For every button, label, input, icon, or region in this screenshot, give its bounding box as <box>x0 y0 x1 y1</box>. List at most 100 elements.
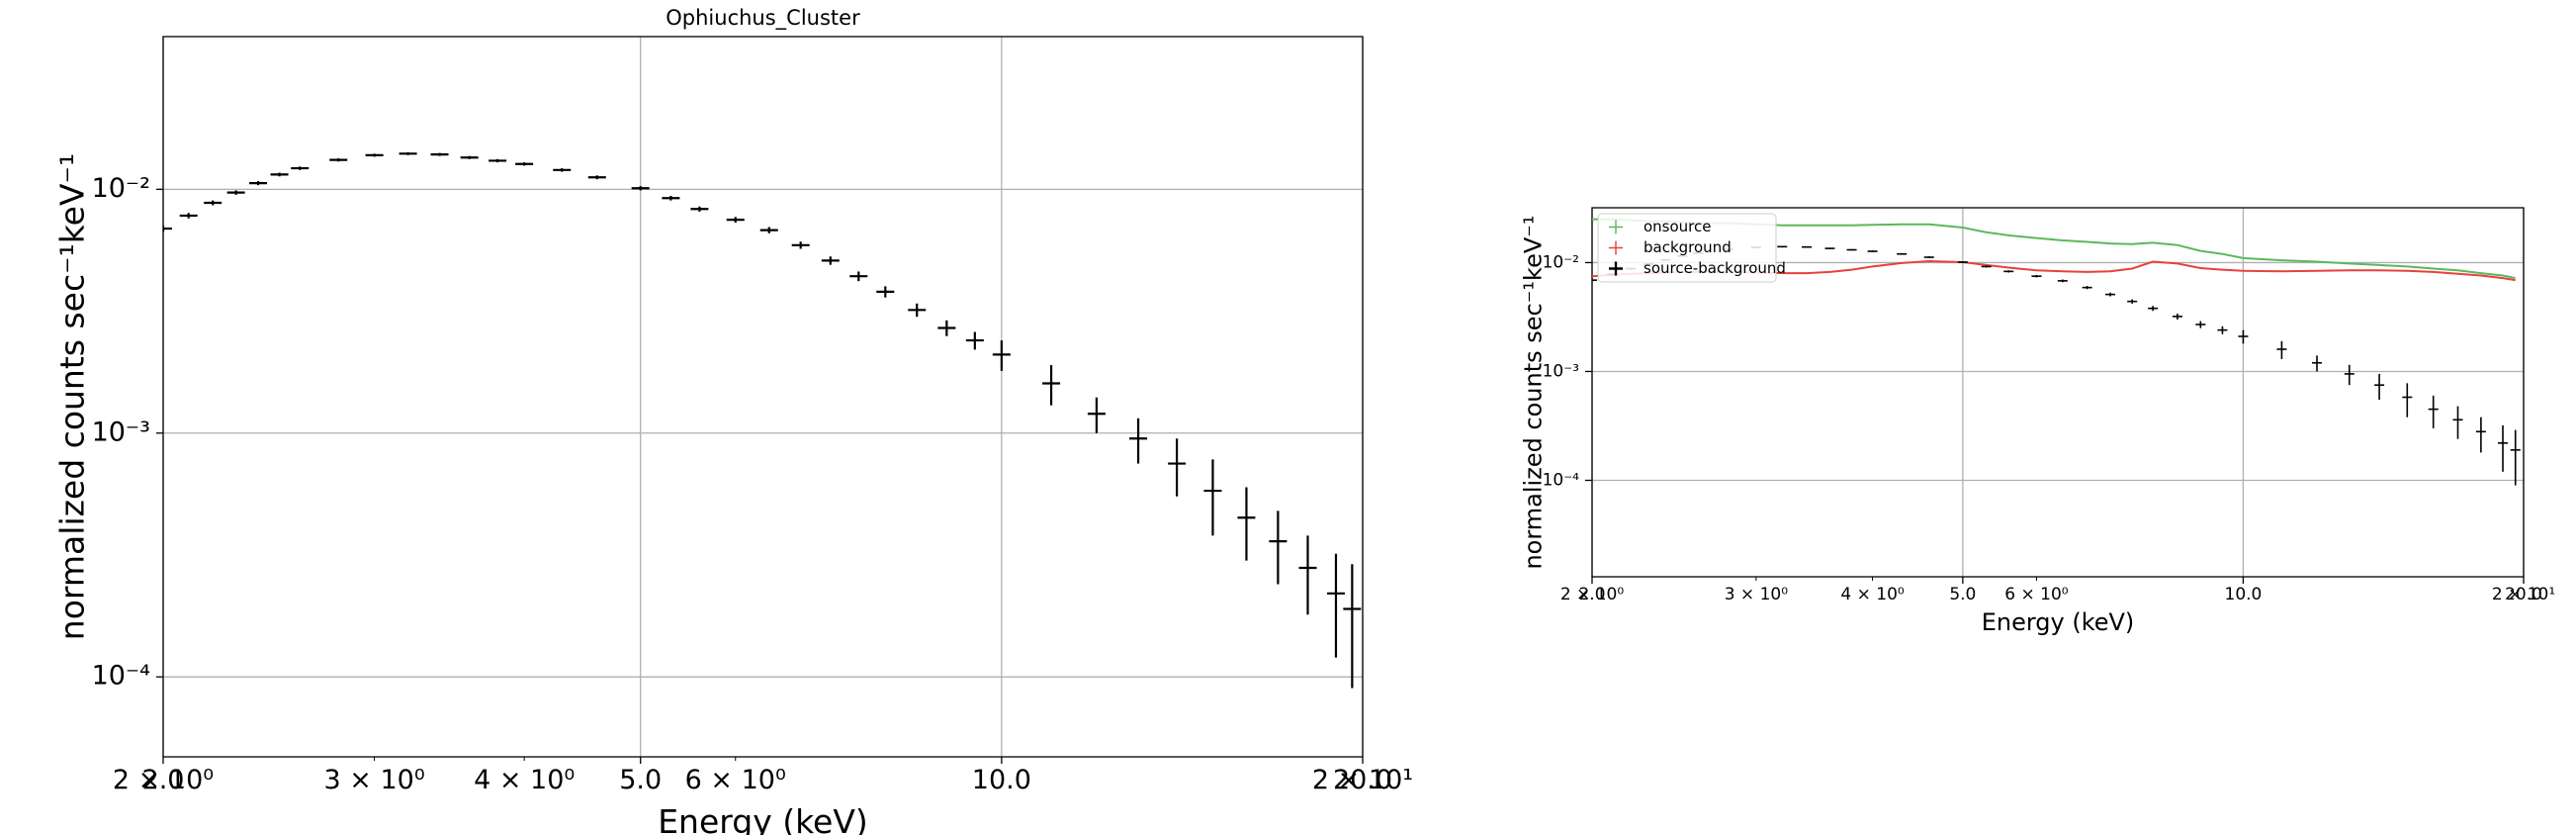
error-point <box>329 158 348 162</box>
error-point <box>2475 417 2486 453</box>
error-point <box>2105 292 2116 297</box>
error-point <box>226 190 245 195</box>
error-point <box>1129 418 1148 464</box>
plot-area <box>163 151 1362 689</box>
error-point <box>965 331 984 350</box>
error-point <box>587 175 606 180</box>
x-tick-label: 5.0 <box>1949 585 1976 604</box>
error-point <box>2452 406 2463 439</box>
error-point <box>399 151 417 155</box>
error-point <box>849 271 868 282</box>
error-point <box>1343 564 1362 689</box>
error-point <box>1846 248 1857 251</box>
legend-box <box>1597 213 1777 283</box>
error-point <box>2003 270 2014 273</box>
error-point <box>821 256 840 265</box>
error-point <box>249 181 268 186</box>
x-tick-label: 10.0 <box>972 765 1031 795</box>
error-point <box>553 168 572 172</box>
error-point <box>1269 510 1288 585</box>
y-tick-label: 10⁻⁴ <box>92 661 150 692</box>
error-point <box>270 172 289 177</box>
error-point <box>2344 364 2354 386</box>
error-point <box>1042 365 1061 406</box>
error-point <box>2082 286 2092 290</box>
x-tick-label: 5.0 <box>619 765 662 795</box>
error-point <box>163 225 172 232</box>
error-point <box>2031 274 2042 278</box>
error-point <box>2428 395 2439 429</box>
legend-item: source-background <box>1609 259 1786 277</box>
error-point <box>365 153 384 157</box>
x-axis-label: Energy (keV) <box>658 802 868 835</box>
legend-marker <box>1609 220 1623 234</box>
legend-label: onsource <box>1643 218 1712 235</box>
error-point <box>759 227 778 233</box>
error-point <box>2312 355 2323 372</box>
error-point <box>2172 313 2182 320</box>
legend-label: source-background <box>1643 259 1786 277</box>
y-tick-label: 10⁻³ <box>1543 361 1579 381</box>
x-minor-tick-label: 3 × 10⁰ <box>324 765 425 795</box>
error-point <box>2498 424 2509 472</box>
y-axis-label: normalized counts sec⁻¹keV⁻¹ <box>1519 215 1547 569</box>
y-tick-label: 10⁻⁴ <box>1543 471 1580 491</box>
x-axis-label: Energy (keV) <box>1982 608 2135 636</box>
legend-item: onsource <box>1609 218 1712 235</box>
error-point <box>515 162 534 166</box>
axes-frame <box>1591 207 2525 578</box>
error-point <box>204 200 222 206</box>
error-point <box>1326 553 1345 658</box>
error-point <box>2510 429 2521 486</box>
error-point <box>2148 306 2159 312</box>
x-minor-tick-label: 2 × 10⁰ <box>113 765 214 795</box>
legend-marker <box>1609 261 1623 276</box>
x-tick-label: 10.0 <box>2225 585 2263 604</box>
error-point <box>179 213 198 219</box>
chart-title: Ophiuchus_Cluster <box>666 6 860 31</box>
error-point <box>1777 245 1788 248</box>
error-point <box>992 340 1011 371</box>
error-point <box>726 217 745 224</box>
error-point <box>662 195 680 201</box>
legend-label: background <box>1643 238 1732 256</box>
error-point <box>1923 256 1934 258</box>
error-point <box>2217 325 2228 334</box>
error-point <box>690 206 709 212</box>
x-minor-tick-label: 4 × 10⁰ <box>1840 585 1904 604</box>
error-point <box>1981 265 1992 268</box>
error-point <box>2195 321 2206 328</box>
y-tick-label: 10⁻³ <box>92 417 150 447</box>
error-point <box>2276 340 2287 359</box>
error-point <box>1957 261 1968 263</box>
error-point <box>1592 278 1597 282</box>
error-point <box>1802 245 1813 248</box>
error-point <box>1203 459 1222 536</box>
error-point <box>1237 487 1256 561</box>
x-minor-tick-label: 6 × 10⁰ <box>685 765 786 795</box>
x-tick-label: 2.0 <box>142 765 185 795</box>
x-minor-tick-label: 2 × 10¹ <box>2492 585 2555 604</box>
error-point <box>2374 373 2385 401</box>
x-minor-tick-label: 4 × 10⁰ <box>474 765 575 795</box>
y-tick-label: 10⁻² <box>92 173 150 204</box>
x-minor-tick-label: 6 × 10⁰ <box>2004 585 2068 604</box>
error-point <box>430 152 449 156</box>
error-point <box>2057 279 2068 283</box>
error-point <box>1087 397 1106 433</box>
error-point <box>1897 252 1908 255</box>
legend-item: background <box>1609 238 1732 256</box>
error-point <box>631 186 650 191</box>
error-point <box>1867 250 1878 252</box>
error-point <box>489 158 507 163</box>
error-point <box>2402 383 2413 418</box>
error-point <box>876 286 895 298</box>
error-point <box>937 320 956 336</box>
error-point <box>1298 535 1317 615</box>
error-point <box>1824 247 1835 249</box>
error-point <box>2127 299 2138 304</box>
legend-marker <box>1609 240 1623 255</box>
error-point <box>460 155 479 159</box>
